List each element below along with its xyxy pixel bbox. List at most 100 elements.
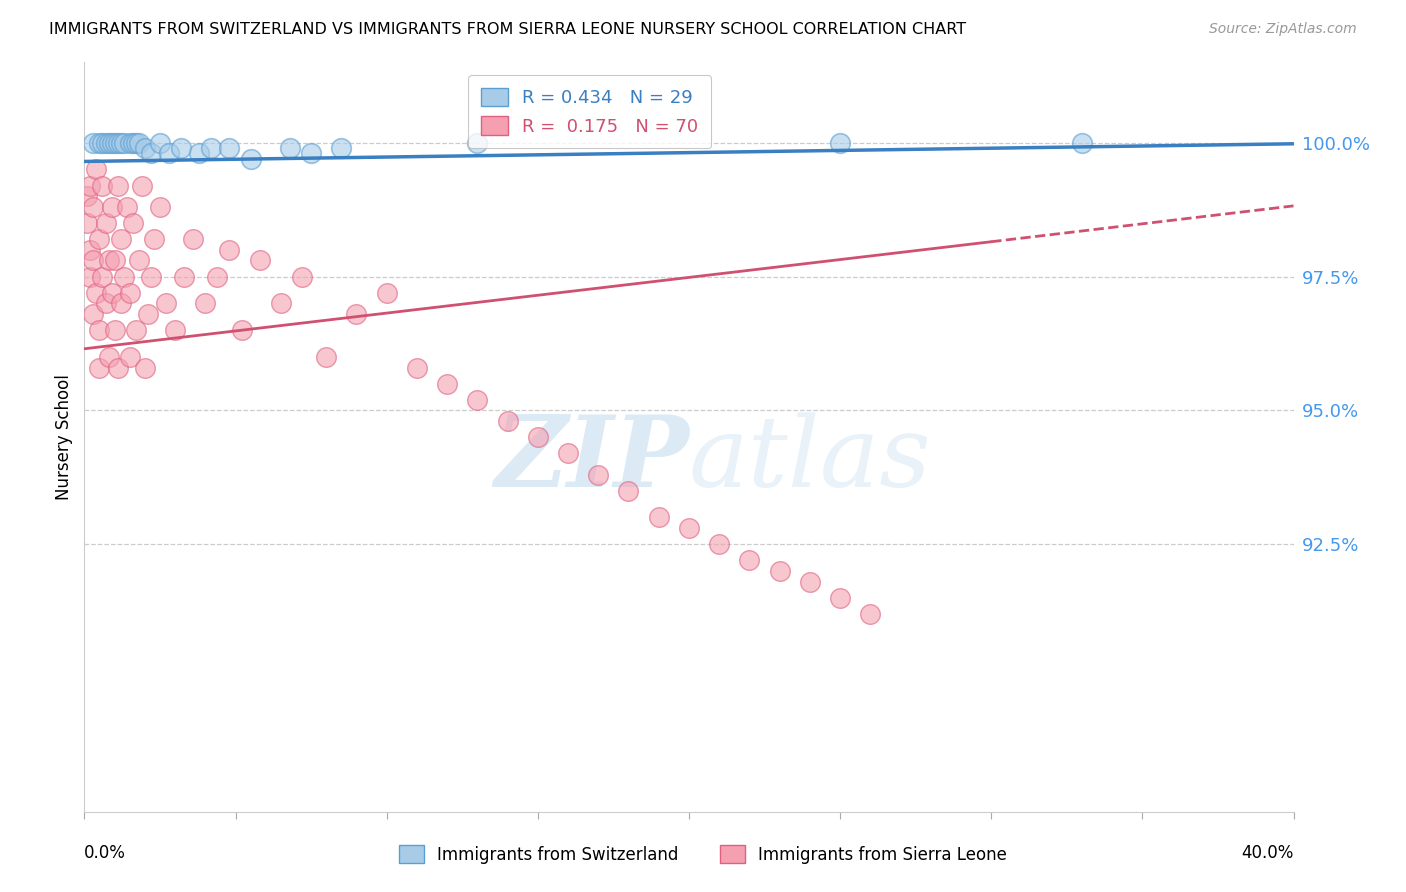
Point: [170, 141, 193, 155]
Point: [121, 136, 143, 150]
Point: [142, 232, 165, 246]
Point: [769, 564, 792, 578]
Point: [588, 467, 610, 482]
Point: [278, 141, 301, 155]
Point: [76, 216, 98, 230]
Point: [115, 200, 138, 214]
Point: [125, 136, 148, 150]
Point: [648, 510, 671, 524]
Point: [118, 136, 141, 150]
Point: [527, 430, 550, 444]
Point: [678, 521, 700, 535]
Point: [100, 200, 122, 214]
Point: [100, 285, 122, 300]
Text: IMMIGRANTS FROM SWITZERLAND VS IMMIGRANTS FROM SIERRA LEONE NURSERY SCHOOL CORRE: IMMIGRANTS FROM SWITZERLAND VS IMMIGRANT…: [49, 22, 966, 37]
Point: [94, 216, 117, 230]
Point: [136, 307, 159, 321]
Point: [79, 178, 101, 193]
Point: [82, 253, 104, 268]
Point: [125, 323, 148, 337]
Point: [181, 232, 204, 246]
Point: [346, 307, 368, 321]
Point: [496, 414, 519, 428]
Point: [134, 360, 156, 375]
Point: [134, 141, 156, 155]
Point: [155, 296, 177, 310]
Point: [218, 243, 240, 257]
Point: [82, 200, 104, 214]
Point: [188, 146, 211, 161]
Point: [239, 152, 262, 166]
Point: [149, 200, 172, 214]
Point: [82, 136, 104, 150]
Point: [738, 553, 761, 567]
Point: [859, 607, 882, 621]
Point: [218, 141, 240, 155]
Point: [200, 141, 222, 155]
Point: [207, 269, 229, 284]
Text: ZIP: ZIP: [494, 411, 689, 508]
Point: [97, 253, 120, 268]
Point: [107, 136, 129, 150]
Point: [76, 189, 98, 203]
Point: [617, 483, 640, 498]
Point: [100, 136, 122, 150]
Text: atlas: atlas: [689, 412, 932, 508]
Point: [89, 232, 111, 246]
Point: [110, 232, 132, 246]
Point: [89, 360, 111, 375]
Point: [118, 350, 141, 364]
Point: [97, 136, 120, 150]
Point: [91, 136, 114, 150]
Point: [107, 178, 129, 193]
Point: [467, 136, 489, 150]
Point: [110, 136, 132, 150]
Point: [299, 146, 322, 161]
Point: [128, 253, 150, 268]
Point: [79, 269, 101, 284]
Point: [94, 136, 117, 150]
Point: [104, 253, 127, 268]
Point: [107, 360, 129, 375]
Point: [82, 307, 104, 321]
Legend: Immigrants from Switzerland, Immigrants from Sierra Leone: Immigrants from Switzerland, Immigrants …: [392, 838, 1014, 871]
Point: [139, 146, 162, 161]
Point: [799, 574, 821, 589]
Point: [91, 269, 114, 284]
Point: [79, 243, 101, 257]
Point: [91, 178, 114, 193]
Legend: R = 0.434   N = 29, R =  0.175   N = 70: R = 0.434 N = 29, R = 0.175 N = 70: [468, 75, 711, 148]
Point: [1071, 136, 1094, 150]
Point: [121, 216, 143, 230]
Point: [830, 136, 852, 150]
Point: [375, 285, 398, 300]
Point: [149, 136, 172, 150]
Point: [89, 136, 111, 150]
Point: [557, 446, 579, 460]
Point: [89, 323, 111, 337]
Point: [830, 591, 852, 605]
Point: [194, 296, 217, 310]
Point: [330, 141, 353, 155]
Point: [467, 392, 489, 407]
Point: [94, 296, 117, 310]
Point: [315, 350, 337, 364]
Point: [104, 136, 127, 150]
Point: [110, 296, 132, 310]
Point: [104, 323, 127, 337]
Point: [128, 136, 150, 150]
Text: 40.0%: 40.0%: [1241, 844, 1294, 862]
Text: 0.0%: 0.0%: [84, 844, 127, 862]
Point: [436, 376, 458, 391]
Point: [118, 285, 141, 300]
Y-axis label: Nursery School: Nursery School: [55, 374, 73, 500]
Point: [709, 537, 731, 551]
Point: [173, 269, 195, 284]
Point: [112, 136, 135, 150]
Point: [131, 178, 153, 193]
Point: [249, 253, 271, 268]
Point: [406, 360, 429, 375]
Point: [86, 162, 108, 177]
Point: [270, 296, 292, 310]
Point: [165, 323, 187, 337]
